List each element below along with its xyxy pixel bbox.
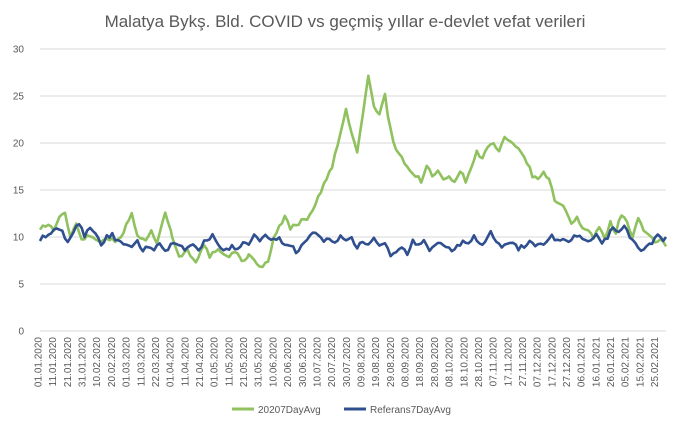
x-tick-label: 26.01.2021: [606, 337, 617, 387]
y-tick-label: 10: [13, 233, 25, 244]
y-tick-label: 25: [13, 92, 25, 103]
x-tick-label: 10.07.2020: [312, 337, 323, 387]
x-tick-label: 30.06.2020: [298, 337, 309, 387]
x-tick-label: 20.07.2020: [327, 337, 338, 387]
x-tick-label: 22.03.2020: [151, 337, 162, 387]
x-tick-label: 01.04.2020: [166, 337, 177, 387]
x-tick-label: 07.12.2020: [533, 337, 544, 387]
y-tick-label: 20: [13, 139, 25, 150]
x-tick-label: 16.01.2021: [591, 337, 602, 387]
x-tick-label: 31.05.2020: [254, 337, 265, 387]
y-axis: 0 5 10 15 20 25 30: [13, 45, 25, 338]
y-tick-label: 30: [13, 45, 25, 56]
x-tick-label: 30.07.2020: [342, 337, 353, 387]
x-tick-label: 11.03.2020: [136, 337, 147, 387]
x-tick-label: 27.12.2020: [562, 337, 573, 387]
x-tick-label: 31.01.2020: [78, 337, 89, 387]
legend-label-2020: 20207DayAvg: [258, 405, 321, 416]
x-tick-label: 08.10.2020: [445, 337, 456, 387]
series-lines: [38, 74, 668, 269]
x-tick-label: 10.06.2020: [268, 337, 279, 387]
y-tick-label: 15: [13, 186, 25, 197]
x-tick-label: 10.02.2020: [92, 337, 103, 387]
x-tick-label: 01.03.2020: [122, 337, 133, 387]
legend-label-referans: Referans7DayAvg: [370, 405, 451, 416]
series-line-referans: [38, 222, 668, 258]
x-tick-label: 11.05.2020: [224, 337, 235, 387]
legend: 20207DayAvg Referans7DayAvg: [232, 405, 451, 416]
y-tick-label: 5: [18, 280, 24, 291]
x-tick-label: 07.11.2020: [489, 337, 500, 387]
x-tick-label: 19.08.2020: [371, 337, 382, 387]
x-tick-label: 08.09.2020: [401, 337, 412, 387]
x-tick-label: 29.08.2020: [386, 337, 397, 387]
x-tick-label: 17.11.2020: [503, 337, 514, 387]
x-tick-label: 01.05.2020: [210, 337, 221, 387]
x-tick-label: 11.04.2020: [180, 337, 191, 387]
x-tick-label: 20.06.2020: [283, 337, 294, 387]
chart-title: Malatya Bykş. Bld. COVID vs geçmiş yılla…: [105, 12, 586, 31]
x-tick-label: 21.05.2020: [239, 337, 250, 387]
x-tick-label: 25.02.2021: [650, 337, 661, 387]
x-tick-label: 15.02.2021: [635, 337, 646, 387]
x-tick-label: 27.11.2020: [518, 337, 529, 387]
x-tick-label: 17.12.2020: [547, 337, 558, 387]
series-line-2020: [38, 74, 668, 269]
x-tick-label: 20.02.2020: [107, 337, 118, 387]
x-tick-label: 18.10.2020: [459, 337, 470, 387]
x-tick-label: 21.01.2020: [63, 337, 74, 387]
x-axis: 01.01.2020 11.01.2020 21.01.2020 31.01.2020…: [34, 337, 662, 387]
x-tick-label: 28.10.2020: [474, 337, 485, 387]
x-tick-label: 11.01.2020: [48, 337, 59, 387]
x-tick-label: 21.04.2020: [195, 337, 206, 387]
x-tick-label: 01.01.2020: [34, 337, 45, 387]
x-tick-label: 05.02.2021: [621, 337, 632, 387]
x-tick-label: 18.09.2020: [415, 337, 426, 387]
x-tick-label: 09.08.2020: [357, 337, 368, 387]
y-tick-label: 0: [18, 327, 24, 338]
x-tick-label: 06.01.2021: [577, 337, 588, 387]
gridlines: [40, 48, 666, 332]
x-tick-label: 28.09.2020: [430, 337, 441, 387]
